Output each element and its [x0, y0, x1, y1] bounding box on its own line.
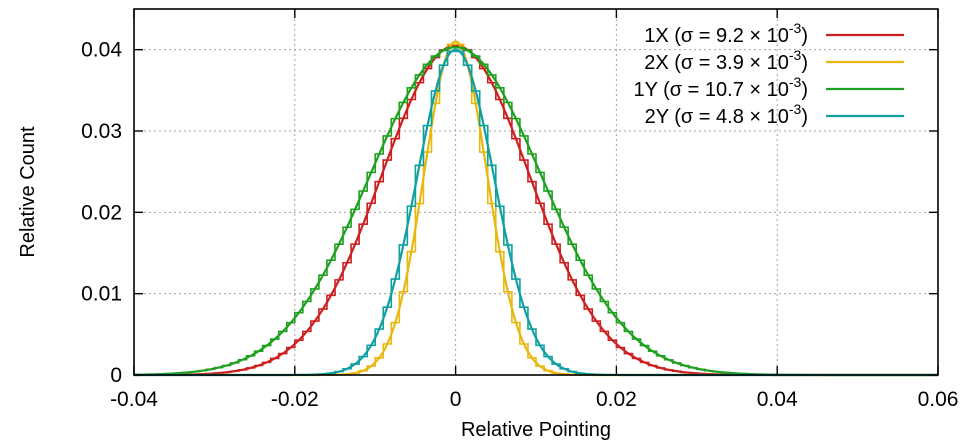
y-tick-labels: 0 0.01 0.02 0.03 0.04 — [81, 39, 122, 387]
y-tick-label: 0.03 — [81, 120, 122, 143]
x-tick-label: -0.02 — [271, 388, 319, 411]
fit-curve-2x — [134, 40, 938, 377]
y-tick-label: 0.02 — [81, 201, 122, 224]
series-1x — [133, 44, 938, 377]
x-tick-label: 0 — [450, 388, 462, 411]
legend: 1X (σ = 9.2 × 10-3)2X (σ = 3.9 × 10-3)1Y… — [633, 20, 904, 128]
y-tick-label: 0.04 — [81, 39, 122, 62]
series-2x — [134, 40, 938, 377]
legend-label-1x: 1X (σ = 9.2 × 10-3) — [644, 20, 808, 47]
x-axis-label: Relative Pointing — [461, 419, 611, 441]
y-tick-label: 0.01 — [81, 283, 122, 306]
histogram-steps-2y — [134, 50, 938, 376]
x-tick-labels: -0.04 -0.02 0 0.02 0.04 0.06 — [110, 388, 958, 411]
x-tick-label: 0.02 — [596, 388, 637, 411]
fit-curve-1x — [134, 44, 938, 377]
histogram-steps-1x — [133, 45, 938, 376]
series-layer — [133, 40, 938, 377]
legend-label-2y: 2Y (σ = 4.8 × 10-3) — [645, 101, 808, 128]
grid-lines — [134, 9, 938, 375]
fit-curve-1y — [133, 46, 938, 377]
legend-label-1y: 1Y (σ = 10.7 × 10-3) — [633, 74, 808, 101]
x-tick-label: -0.04 — [110, 388, 158, 411]
histogram-steps-2x — [134, 43, 938, 376]
axis-ticks — [133, 9, 939, 376]
plot-frame — [133, 8, 939, 376]
histogram-steps-1y — [133, 46, 938, 376]
x-tick-label: 0.06 — [918, 388, 959, 411]
y-tick-label: 0 — [110, 364, 122, 387]
legend-label-2x: 2X (σ = 3.9 × 10-3) — [644, 47, 808, 74]
y-axis-label: Relative Count — [17, 126, 39, 258]
x-tick-label: 0.04 — [757, 388, 798, 411]
series-1y — [133, 46, 938, 377]
